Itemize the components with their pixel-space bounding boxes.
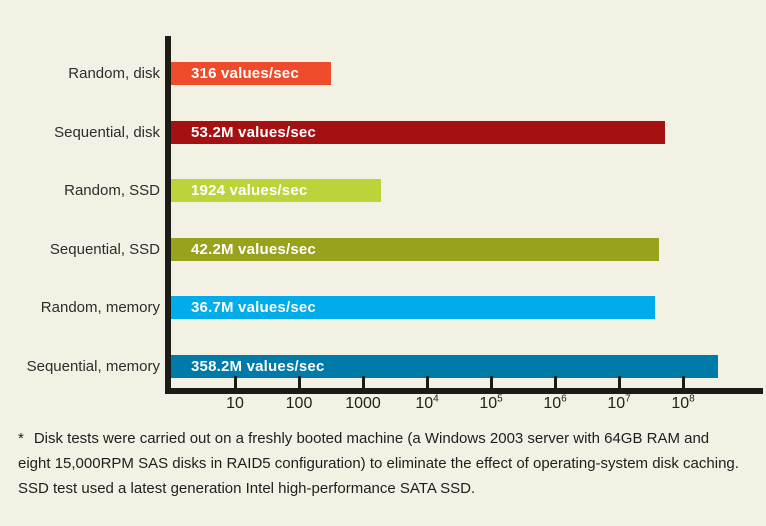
bar-value-label: 358.2M values/sec (191, 358, 325, 375)
bar-value-label: 42.2M values/sec (191, 241, 316, 258)
category-label-sequential-ssd: Sequential, SSD (49, 241, 160, 258)
footnote-line: * Disk tests were carried out on a freshl… (18, 426, 748, 451)
x-axis-tick (234, 376, 237, 388)
x-axis-tick (298, 376, 301, 388)
bar-sequential-ssd: 42.2M values/sec (171, 238, 659, 261)
x-axis-tick (362, 376, 365, 388)
bar-random-disk: 316 values/sec (171, 62, 331, 85)
category-label-random-memory: Random, memory (40, 299, 160, 316)
x-axis-tick (682, 376, 685, 388)
x-axis-tick-label: 106 (543, 393, 567, 412)
bar-sequential-disk: 53.2M values/sec (171, 121, 665, 144)
footnote-asterisk: * (18, 430, 24, 447)
x-axis-tick (554, 376, 557, 388)
footnote-line: SSD test used a latest generation Intel … (18, 480, 476, 497)
bar-random-memory: 36.7M values/sec (171, 296, 655, 319)
category-label-sequential-memory: Sequential, memory (26, 358, 160, 375)
chart-footnote: * Disk tests were carried out on a freshl… (18, 426, 748, 501)
bar-value-label: 316 values/sec (191, 65, 299, 82)
x-axis-tick-label: 105 (479, 393, 503, 412)
x-axis-tick (426, 376, 429, 388)
category-label-random-ssd: Random, SSD (64, 182, 160, 199)
x-axis-tick-label: 104 (415, 393, 439, 412)
x-axis-tick-label: 100 (285, 395, 313, 412)
y-axis-line (165, 36, 171, 394)
x-axis-tick (490, 376, 493, 388)
bar-random-ssd: 1924 values/sec (171, 179, 381, 202)
x-axis-tick-label: 10 (226, 395, 244, 412)
x-axis-tick-label: 108 (671, 393, 695, 412)
bar-value-label: 53.2M values/sec (191, 124, 316, 141)
x-axis-tick-label: 1000 (345, 395, 381, 412)
bar-sequential-memory: 358.2M values/sec (171, 355, 718, 378)
category-label-sequential-disk: Sequential, disk (54, 124, 160, 141)
x-axis-tick (618, 376, 621, 388)
x-axis-tick-label: 107 (607, 393, 631, 412)
bar-value-label: 36.7M values/sec (191, 299, 316, 316)
footnote-line: eight 15,000RPM SAS disks in RAID5 confi… (18, 455, 739, 472)
category-label-random-disk: Random, disk (68, 65, 160, 82)
footnote-text: Disk tests were carried out on a freshly… (33, 430, 710, 447)
x-axis-line (165, 388, 763, 394)
bar-value-label: 1924 values/sec (191, 182, 308, 199)
